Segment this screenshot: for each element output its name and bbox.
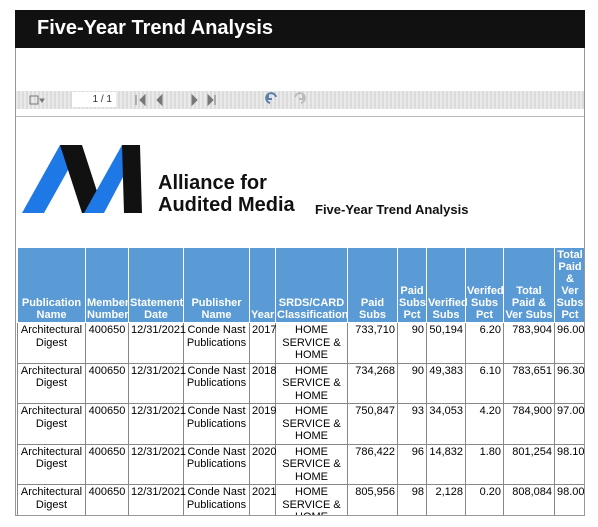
data-row: Architectural Digest 400650 12/31/2021 Cond… bbox=[17, 443, 584, 485]
column-header: Member Number bbox=[85, 247, 129, 323]
table-cell: 96 bbox=[397, 443, 427, 485]
table-cell: 97.00 bbox=[554, 403, 584, 445]
table-cell: Architectural Digest bbox=[17, 362, 86, 404]
table-cell: 98.00 bbox=[554, 484, 584, 515]
table-container: Publication Name Member Number Statement D… bbox=[17, 247, 584, 515]
table-cell: 93 bbox=[397, 403, 427, 445]
table-cell: Conde Nast Publications bbox=[183, 443, 250, 485]
data-row: Architectural Digest 400650 12/31/2021 Cond… bbox=[17, 322, 584, 364]
page-title: Five-Year Trend Analysis bbox=[15, 10, 585, 48]
column-header: Year bbox=[249, 247, 276, 323]
column-header: Verified Subs bbox=[426, 247, 468, 323]
report-viewer: 1 / 1 Alliance for Audited Media Five-Ye… bbox=[15, 48, 585, 516]
redo[interactable] bbox=[294, 92, 306, 104]
column-header: Statement Date bbox=[128, 247, 184, 323]
undo[interactable] bbox=[265, 92, 277, 104]
report-title: Five-Year Trend Analysis bbox=[315, 202, 469, 217]
table-cell: 12/31/2021 bbox=[128, 403, 186, 445]
header-row: Publication Name Member Number Statement D… bbox=[17, 247, 584, 323]
first-page[interactable] bbox=[135, 93, 146, 107]
menu-icon[interactable] bbox=[29, 95, 39, 105]
table-cell: 400650 bbox=[85, 443, 129, 485]
toolbar-icons bbox=[29, 92, 306, 107]
table-cell: 90 bbox=[397, 362, 427, 404]
table-cell: 733,710 bbox=[347, 322, 398, 364]
table-cell: 2019 bbox=[249, 403, 276, 445]
menu-arrow[interactable] bbox=[39, 98, 45, 103]
next-page[interactable] bbox=[191, 93, 198, 107]
data-row: Architectural Digest 400650 12/31/2021 Cond… bbox=[17, 362, 584, 404]
toolbar: 1 / 1 bbox=[16, 91, 584, 109]
table-cell: 4.20 bbox=[465, 403, 504, 445]
column-header: Total Paid & Ver Subs Pct bbox=[554, 247, 584, 323]
table-cell: Architectural Digest bbox=[17, 484, 86, 515]
prev-page[interactable] bbox=[156, 93, 163, 107]
table-cell: 12/31/2021 bbox=[128, 443, 186, 485]
aam-logo bbox=[22, 145, 142, 213]
table-cell: 34,053 bbox=[426, 403, 466, 445]
table-cell: 786,422 bbox=[347, 443, 398, 485]
separator bbox=[16, 116, 584, 117]
table-cell: 2018 bbox=[249, 362, 276, 404]
table-cell: 750,847 bbox=[347, 403, 398, 445]
table-cell: HOME SERVICE & HOME bbox=[275, 403, 348, 445]
table-cell: 96.00 bbox=[554, 322, 584, 364]
table-cell: 784,900 bbox=[503, 403, 555, 445]
table-cell: Conde Nast Publications bbox=[183, 484, 250, 515]
table-cell: 783,651 bbox=[503, 362, 555, 404]
logo-text: Alliance for bbox=[158, 172, 267, 194]
column-header: Verifed Subs Pct bbox=[465, 247, 504, 323]
table-cell: 805,956 bbox=[347, 484, 398, 515]
table-cell: Architectural Digest bbox=[17, 443, 86, 485]
table-cell: Conde Nast Publications bbox=[183, 403, 250, 445]
table-cell: 2017 bbox=[249, 322, 276, 364]
table-cell: Architectural Digest bbox=[17, 322, 86, 364]
table-cell: 14,832 bbox=[426, 443, 466, 485]
column-header: Publication Name bbox=[17, 247, 86, 323]
table-cell: 400650 bbox=[85, 322, 129, 364]
table-cell: 12/31/2021 bbox=[128, 484, 186, 515]
table-cell: 0.20 bbox=[465, 484, 504, 515]
table-cell: HOME SERVICE & HOME bbox=[275, 443, 348, 485]
table-cell: Conde Nast Publications bbox=[183, 322, 250, 364]
table-cell: 801,254 bbox=[503, 443, 555, 485]
table-cell: 734,268 bbox=[347, 362, 398, 404]
data-row: Architectural Digest 400650 12/31/2021 Cond… bbox=[17, 403, 584, 445]
table-cell: 98 bbox=[397, 484, 427, 515]
table-cell: 12/31/2021 bbox=[128, 322, 186, 364]
table-cell: 400650 bbox=[85, 362, 129, 404]
table-cell: Conde Nast Publications bbox=[183, 362, 250, 404]
table-cell: HOME SERVICE & HOME bbox=[275, 322, 348, 364]
table-cell: HOME SERVICE & HOME bbox=[275, 484, 348, 515]
table-cell: 98.10 bbox=[554, 443, 584, 485]
table-cell: 400650 bbox=[85, 484, 129, 515]
table-cell: 96.30 bbox=[554, 362, 584, 404]
table-cell: 12/31/2021 bbox=[128, 362, 186, 404]
table-cell: 90 bbox=[397, 322, 427, 364]
table-cell: 783,904 bbox=[503, 322, 555, 364]
table-cell: 2021 bbox=[249, 484, 276, 515]
column-header: SRDS/CARD Classification bbox=[275, 247, 349, 323]
column-header: Publisher Name bbox=[183, 247, 250, 323]
data-row: Architectural Digest 400650 12/31/2021 Cond… bbox=[17, 484, 584, 515]
last-page[interactable] bbox=[207, 93, 216, 107]
table-cell: 808,084 bbox=[503, 484, 555, 515]
table-cell: 6.20 bbox=[465, 322, 504, 364]
table-cell: 2,128 bbox=[426, 484, 466, 515]
column-header: Paid Subs bbox=[347, 247, 398, 323]
table-cell: 400650 bbox=[85, 403, 129, 445]
column-header: Paid Subs Pct bbox=[397, 247, 427, 323]
logo-text: Audited Media bbox=[158, 194, 295, 216]
table-cell: 50,194 bbox=[426, 322, 466, 364]
table-cell: 1.80 bbox=[465, 443, 504, 485]
table-cell: 6.10 bbox=[465, 362, 504, 404]
table-cell: 2020 bbox=[249, 443, 276, 485]
table-cell: Architectural Digest bbox=[17, 403, 86, 445]
table-cell: 49,383 bbox=[426, 362, 466, 404]
column-header: Total Paid & Ver Subs bbox=[503, 247, 555, 323]
page-indicator[interactable]: 1 / 1 bbox=[72, 92, 116, 107]
data-table: Publication Name Member Number Statement D… bbox=[17, 247, 584, 515]
table-cell: HOME SERVICE & HOME bbox=[275, 362, 348, 404]
